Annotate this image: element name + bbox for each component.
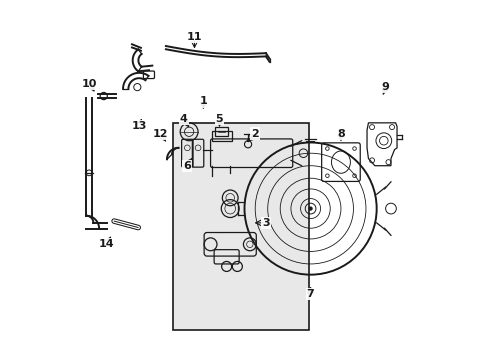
Circle shape — [308, 206, 312, 211]
Text: 11: 11 — [186, 32, 202, 42]
Text: 7: 7 — [306, 289, 314, 299]
Text: 5: 5 — [215, 114, 223, 124]
Text: 2: 2 — [251, 129, 259, 139]
Text: 10: 10 — [81, 78, 97, 89]
Text: 13: 13 — [131, 121, 146, 131]
Text: 3: 3 — [262, 218, 269, 228]
Text: 8: 8 — [336, 129, 344, 139]
Text: 1: 1 — [199, 96, 207, 107]
Text: 12: 12 — [152, 129, 168, 139]
Text: 9: 9 — [381, 82, 389, 92]
Bar — [173, 123, 308, 330]
Text: 4: 4 — [180, 114, 187, 124]
Bar — [214, 127, 227, 136]
Text: 14: 14 — [99, 239, 115, 249]
Bar — [212, 131, 231, 141]
Text: 6: 6 — [183, 161, 191, 171]
